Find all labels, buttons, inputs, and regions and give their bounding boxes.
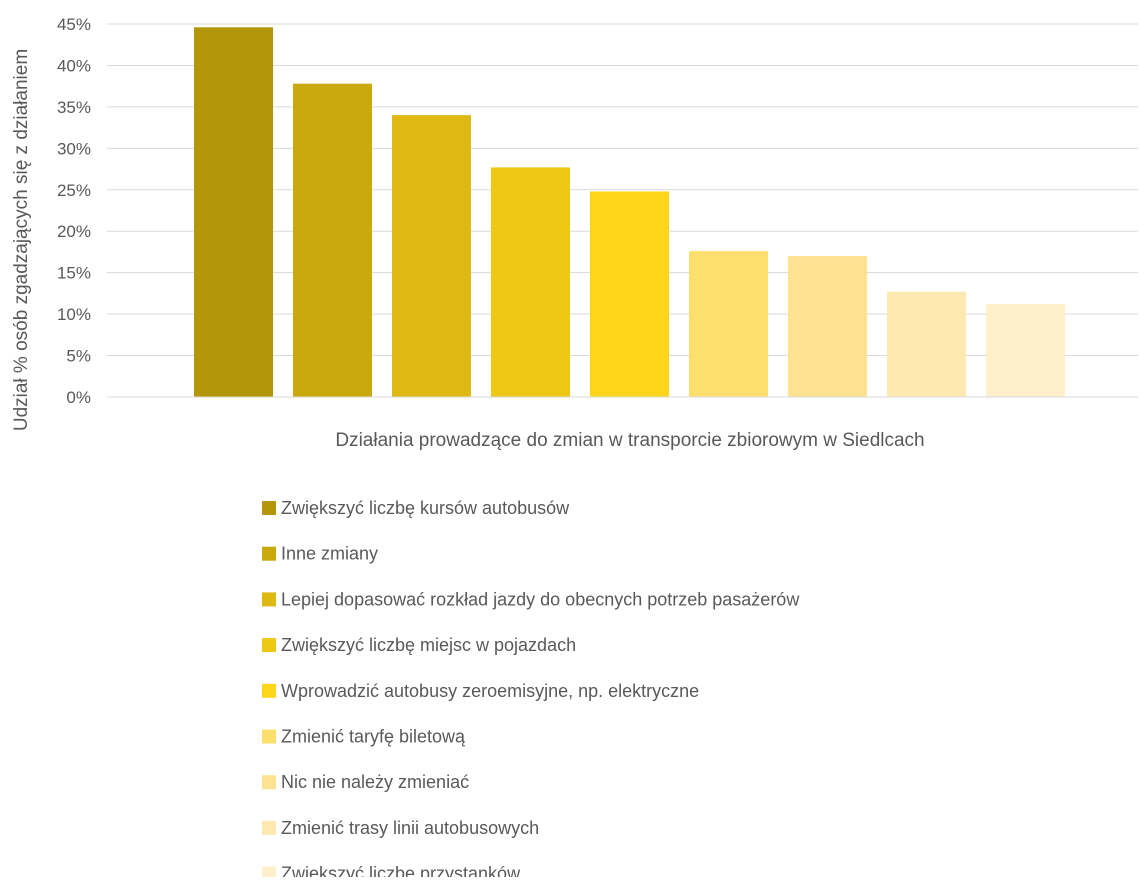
- y-axis-ticks: 0% 5% 10% 15% 20% 25% 30% 35% 40% 45%: [57, 15, 91, 407]
- legend-swatch: [262, 775, 276, 790]
- legend-swatch: [262, 820, 276, 835]
- legend-label: Wprowadzić autobusy zeroemisyjne, np. el…: [281, 681, 699, 701]
- y-axis-title: Udział % osób zgadzających się z działan…: [11, 49, 32, 431]
- legend-swatch: [262, 683, 276, 698]
- y-tick-label: 0%: [66, 388, 91, 407]
- legend-label: Inne zmiany: [281, 544, 378, 564]
- legend: Zwiększyć liczbę kursów autobusów Inne zm…: [262, 498, 800, 882]
- bar-6: [689, 251, 768, 397]
- y-tick-label: 10%: [57, 305, 91, 324]
- gridlines: [107, 23, 1138, 357]
- legend-label: Zmienić trasy linii autobusowych: [281, 818, 539, 838]
- legend-swatch: [262, 638, 276, 653]
- x-axis-title: Działania prowadzące do zmian w transpor…: [335, 430, 924, 451]
- legend-swatch: [262, 546, 276, 561]
- legend-label: Nic nie należy zmieniać: [281, 772, 469, 792]
- legend-label: Zwiększyć liczbę miejsc w pojazdach: [281, 635, 576, 655]
- legend-label: Lepiej dopasować rozkład jazdy do obecny…: [281, 589, 800, 609]
- bar-7: [788, 256, 867, 397]
- bar-1: [194, 27, 273, 398]
- y-tick-label: 45%: [57, 15, 91, 34]
- bars: [194, 27, 1065, 398]
- y-tick-label: 30%: [57, 139, 91, 158]
- bar-9: [986, 304, 1065, 397]
- y-tick-label: 35%: [57, 98, 91, 117]
- legend-swatch: [262, 729, 276, 744]
- legend-swatch: [262, 592, 276, 607]
- bar-8: [887, 291, 966, 397]
- legend-swatch: [262, 501, 276, 515]
- y-tick-label: 25%: [57, 181, 91, 200]
- y-tick-label: 15%: [57, 264, 91, 283]
- bar-2: [293, 83, 372, 398]
- legend-label: Zmienić taryfę biletową: [281, 727, 466, 747]
- bar-4: [491, 167, 570, 397]
- bar-3: [392, 115, 471, 397]
- y-tick-label: 40%: [57, 56, 91, 75]
- legend-label: Zwiększyć liczbę kursów autobusów: [281, 498, 570, 518]
- legend-label: Zwiększyć liczbę przystanków: [281, 864, 521, 877]
- bar-5: [590, 191, 669, 397]
- y-tick-label: 20%: [57, 222, 91, 241]
- y-tick-label: 5%: [66, 347, 91, 366]
- legend-swatch: [262, 866, 276, 881]
